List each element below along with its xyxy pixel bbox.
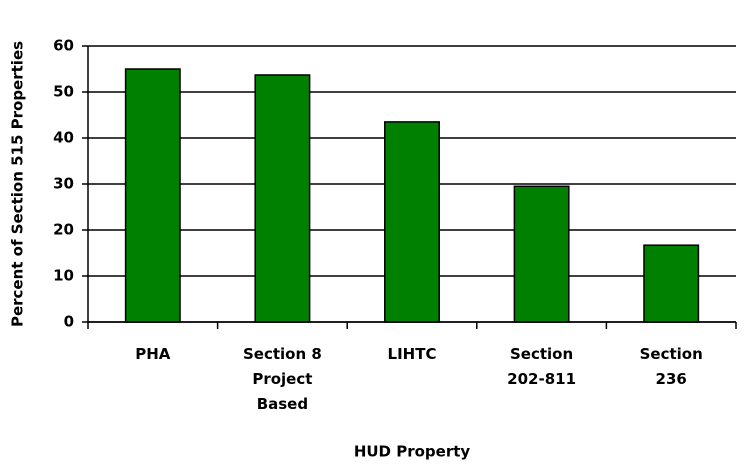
bar [513, 185, 570, 323]
y-axis-label: Percent of Section 515 Properties [9, 41, 27, 327]
y-tick-label: 10 [53, 267, 74, 285]
x-tick-label: Section 8 Project Based [242, 345, 322, 413]
y-tick-label: 0 [64, 313, 74, 331]
bar [124, 68, 181, 323]
bar [384, 121, 440, 323]
y-tick-label: 30 [53, 175, 74, 193]
x-tick-label: Section 202-811 [507, 345, 577, 388]
y-tick-label: 50 [53, 83, 74, 101]
x-axis-label: HUD Property [354, 443, 471, 461]
bar [254, 74, 311, 323]
bar [643, 244, 700, 323]
y-tick-label: 40 [53, 129, 74, 147]
y-tick-label: 20 [53, 221, 74, 239]
x-tick-label: LIHTC [387, 345, 437, 363]
x-tick-label: Section 236 [639, 345, 703, 388]
y-tick-label: 60 [53, 37, 74, 55]
x-tick-label: PHA [135, 345, 171, 363]
